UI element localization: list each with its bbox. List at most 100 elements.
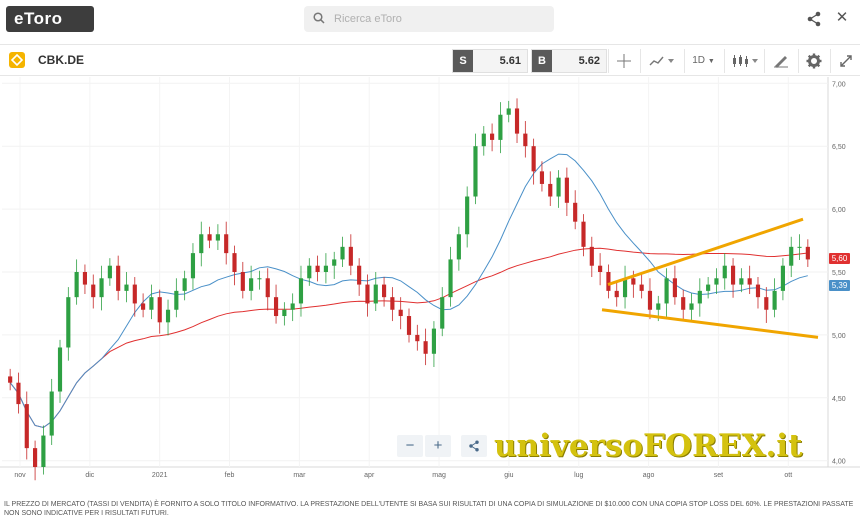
candle-body bbox=[473, 146, 478, 197]
candle-body bbox=[539, 171, 545, 184]
candle-body bbox=[357, 265, 362, 285]
ma-short-path bbox=[9, 153, 808, 429]
x-tick-label: giu bbox=[504, 472, 513, 479]
candle-body bbox=[381, 284, 387, 298]
chart-toolbar: CBK.DE S 5.61 B 5.62 1D ▼ bbox=[0, 44, 860, 76]
candle-body bbox=[598, 265, 603, 272]
settings-button[interactable] bbox=[798, 49, 828, 73]
y-tick-label: 4,00 bbox=[832, 459, 846, 466]
candle-body bbox=[257, 278, 262, 280]
candle-body bbox=[307, 265, 312, 279]
candle-body bbox=[780, 265, 785, 291]
interval-dropdown[interactable]: 1D ▼ bbox=[684, 49, 722, 73]
top-bar: eToro ✕ bbox=[0, 0, 860, 40]
candle-body bbox=[390, 297, 395, 310]
candle-body bbox=[290, 303, 295, 310]
candle-body bbox=[240, 272, 245, 291]
candle-body bbox=[107, 265, 112, 279]
candle-body bbox=[631, 278, 636, 285]
candle-body bbox=[431, 328, 437, 354]
drawing-tools-button[interactable] bbox=[764, 49, 796, 73]
instrument-symbol: CBK.DE bbox=[38, 53, 85, 67]
watermark: universoFOREX.it bbox=[494, 428, 803, 464]
y-tick-label: 5,50 bbox=[832, 270, 846, 277]
sell-quote[interactable]: S 5.61 bbox=[452, 49, 528, 73]
y-tick-label: 7,00 bbox=[832, 81, 846, 88]
candle-body bbox=[747, 278, 752, 285]
y-tick-label: 5,00 bbox=[832, 333, 846, 340]
upper-trendline bbox=[607, 217, 804, 287]
candle-body bbox=[415, 334, 420, 342]
search-box[interactable] bbox=[304, 6, 554, 32]
x-tick-label: dic bbox=[85, 472, 94, 479]
x-tick-label: feb bbox=[225, 472, 235, 479]
candle-body bbox=[165, 309, 171, 323]
x-tick-label: nov bbox=[14, 472, 26, 479]
crosshair-icon bbox=[616, 54, 631, 68]
last-price-label: 5,60 bbox=[829, 253, 850, 265]
candle-body bbox=[639, 284, 644, 291]
candle-body bbox=[556, 177, 561, 197]
candle-body bbox=[373, 284, 378, 304]
candle-body bbox=[440, 297, 445, 329]
sell-tag: S bbox=[453, 50, 473, 72]
buy-quote[interactable]: B 5.62 bbox=[531, 49, 607, 73]
candle-body bbox=[656, 303, 661, 310]
candle-body bbox=[149, 297, 154, 310]
share-icon bbox=[469, 440, 479, 452]
candle-body bbox=[789, 246, 794, 266]
candle-body bbox=[573, 202, 578, 222]
candle-type-button[interactable] bbox=[724, 49, 764, 73]
candle-body bbox=[265, 278, 270, 298]
candle-body bbox=[581, 221, 586, 247]
trendlines bbox=[601, 217, 819, 339]
candle-body bbox=[132, 284, 137, 304]
candle-body bbox=[531, 146, 536, 172]
zoom-out-button[interactable]: − bbox=[397, 435, 423, 457]
x-tick-label: set bbox=[714, 472, 723, 479]
candle-body bbox=[24, 404, 29, 449]
candle-body bbox=[490, 133, 495, 140]
area-chart-icon bbox=[649, 56, 674, 66]
candle-body bbox=[8, 376, 13, 383]
candle-body bbox=[232, 253, 237, 272]
candle-body bbox=[207, 234, 212, 241]
candle-body bbox=[398, 309, 403, 317]
chart-type-button[interactable] bbox=[640, 49, 682, 73]
candle-body bbox=[315, 265, 320, 272]
y-tick-label: 4,50 bbox=[832, 396, 846, 403]
x-tick-label: ago bbox=[643, 472, 655, 479]
candle-body bbox=[16, 382, 21, 405]
y-tick-label: 6,50 bbox=[832, 144, 846, 151]
candle-body bbox=[99, 278, 104, 298]
candle-body bbox=[706, 284, 711, 291]
instrument-logo-icon bbox=[9, 52, 25, 68]
search-icon bbox=[313, 12, 325, 24]
zoom-in-button[interactable]: + bbox=[425, 435, 451, 457]
candle-body bbox=[91, 284, 96, 298]
etoro-logo[interactable]: eToro bbox=[6, 6, 94, 32]
candle-body bbox=[182, 278, 187, 291]
candle-body bbox=[190, 253, 196, 279]
candle-body bbox=[423, 341, 428, 354]
lower-trendline bbox=[601, 308, 819, 339]
fullscreen-button[interactable] bbox=[830, 49, 860, 73]
share-icon[interactable] bbox=[806, 11, 822, 27]
price-chart[interactable]: 7,00 6,50 6,00 5,50 5,00 4,50 4,00 nov dic 2021 f… bbox=[0, 77, 860, 497]
candle-body bbox=[764, 297, 769, 310]
close-icon[interactable]: ✕ bbox=[835, 9, 849, 26]
candle-body bbox=[406, 316, 412, 335]
candle-body bbox=[348, 246, 353, 266]
expand-icon bbox=[839, 55, 852, 67]
candle-body bbox=[755, 284, 761, 298]
search-input[interactable] bbox=[334, 10, 544, 28]
candle-body bbox=[199, 234, 204, 254]
crosshair-button[interactable] bbox=[608, 49, 638, 73]
candle-body bbox=[805, 246, 810, 260]
chart-share-button[interactable] bbox=[461, 435, 487, 457]
ma-price-label: 5,39 bbox=[829, 279, 850, 291]
candle-body bbox=[797, 246, 802, 248]
x-tick-label: apr bbox=[364, 472, 375, 479]
x-tick-label: mag bbox=[432, 472, 446, 479]
candle-body bbox=[523, 133, 528, 147]
